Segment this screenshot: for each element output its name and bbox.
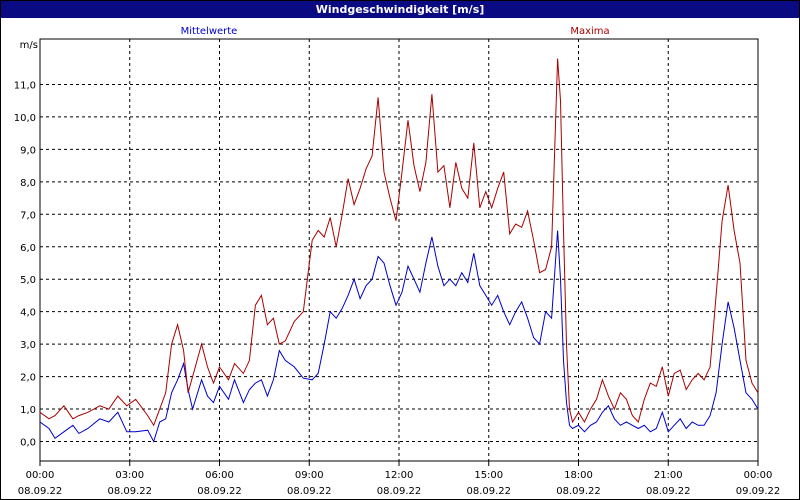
y-tick-label: 2,0 xyxy=(20,373,36,384)
y-tick-label: 5,0 xyxy=(20,275,36,286)
x-tick-time: 15:00 xyxy=(474,470,503,481)
window-title: Windgeschwindigkeit [m/s] xyxy=(1,1,799,18)
x-tick-date: 09.09.22 xyxy=(736,486,781,497)
series-line-maxima xyxy=(39,58,759,427)
y-tick-label: 9,0 xyxy=(20,145,36,156)
x-tick-time: 00:00 xyxy=(26,470,55,481)
y-tick-label: 6,0 xyxy=(20,243,36,254)
y-tick-label: 4,0 xyxy=(20,308,36,319)
y-axis-label: m/s xyxy=(20,40,38,51)
x-tick-date: 08.09.22 xyxy=(197,486,242,497)
x-tick-date: 08.09.22 xyxy=(377,486,422,497)
x-tick-time: 18:00 xyxy=(564,470,593,481)
x-tick-time: 03:00 xyxy=(115,470,144,481)
x-tick-date: 08.09.22 xyxy=(107,486,152,497)
x-tick-date: 08.09.22 xyxy=(466,486,511,497)
legend-mittelwerte: Mittelwerte xyxy=(181,26,238,37)
legend-maxima: Maxima xyxy=(570,26,609,37)
y-tick-label: 10,0 xyxy=(14,113,36,124)
x-tick-time: 12:00 xyxy=(385,470,414,481)
x-tick-date: 08.09.22 xyxy=(287,486,332,497)
x-tick-time: 00:00 xyxy=(744,470,773,481)
x-tick-date: 08.09.22 xyxy=(646,486,691,497)
x-tick-time: 21:00 xyxy=(654,470,683,481)
y-tick-label: 1,0 xyxy=(20,405,36,416)
y-tick-label: 11,0 xyxy=(14,80,36,91)
y-tick-label: 0,0 xyxy=(20,438,36,449)
x-tick-date: 08.09.22 xyxy=(18,486,63,497)
y-tick-label: 7,0 xyxy=(20,210,36,221)
y-tick-label: 8,0 xyxy=(20,178,36,189)
x-tick-date: 08.09.22 xyxy=(556,486,601,497)
x-tick-time: 06:00 xyxy=(205,470,234,481)
y-tick-label: 3,0 xyxy=(20,340,36,351)
x-tick-time: 09:00 xyxy=(295,470,324,481)
